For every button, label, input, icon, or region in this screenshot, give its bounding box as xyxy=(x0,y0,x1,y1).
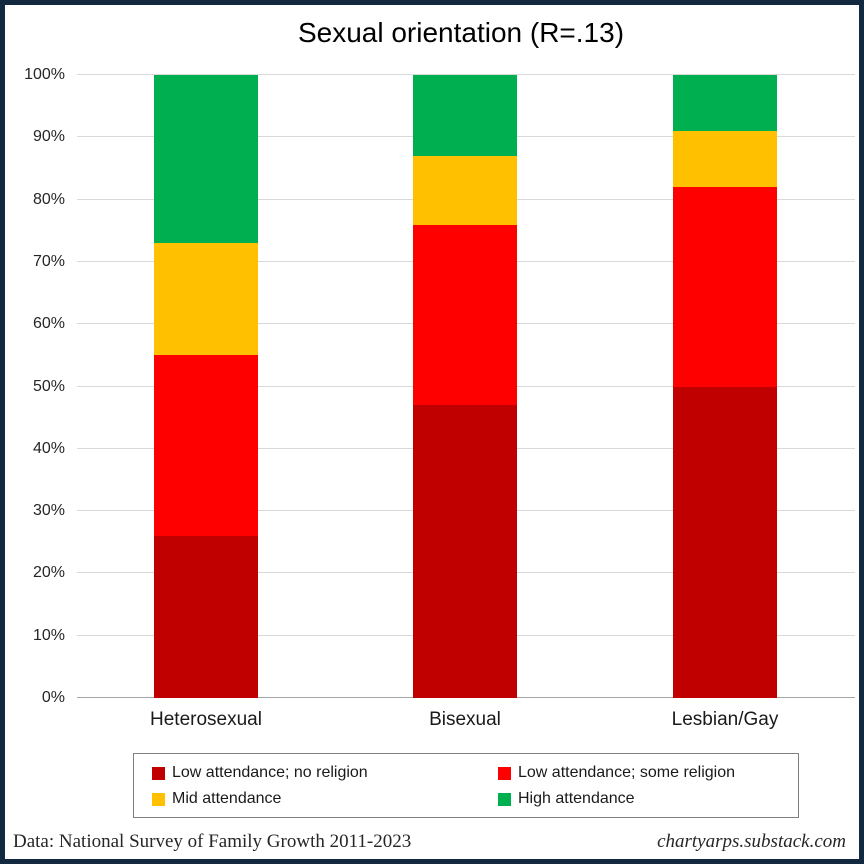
y-tick-label: 40% xyxy=(32,439,65,457)
y-tick-label: 20% xyxy=(32,564,65,582)
x-category-label: Bisexual xyxy=(429,709,501,730)
legend-label: Low attendance; no religion xyxy=(172,764,368,781)
y-tick-label: 90% xyxy=(32,128,65,146)
site-credit: chartyarps.substack.com xyxy=(657,831,846,852)
legend-swatch-icon xyxy=(498,766,511,780)
x-category-label: Heterosexual xyxy=(150,709,262,730)
data-source-label: Data: National Survey of Family Growth 2… xyxy=(13,831,412,852)
bar-segment xyxy=(413,405,517,698)
y-axis: 0% 10% 20% 30% 40% 50% 60% 70% 80% 90% 100% xyxy=(5,67,65,706)
y-tick-label: 80% xyxy=(32,190,65,208)
plot-area xyxy=(77,74,855,698)
bar-segment xyxy=(673,131,777,188)
bar-segment xyxy=(154,536,258,698)
bar-segment xyxy=(413,224,517,406)
y-tick-label: 30% xyxy=(32,502,65,520)
bar-lesbian-gay xyxy=(673,75,777,698)
bar-segment xyxy=(154,243,258,356)
y-tick-label: 0% xyxy=(41,689,65,706)
legend-label: High attendance xyxy=(518,790,635,807)
legend-label: Mid attendance xyxy=(172,790,282,807)
x-axis: Heterosexual Bisexual Lesbian/Gay xyxy=(77,709,855,739)
gridline-100pct xyxy=(77,74,855,75)
chart-title: Sexual orientation (R=.13) xyxy=(297,17,625,48)
legend-item: Low attendance; some religion xyxy=(498,763,798,783)
y-tick-label: 70% xyxy=(32,252,65,270)
y-tick-label: 60% xyxy=(32,315,65,333)
bar-segment xyxy=(154,355,258,537)
bar-segment xyxy=(673,75,777,132)
legend-item: Low attendance; no religion xyxy=(152,763,498,783)
y-tick-label: 10% xyxy=(32,626,65,644)
bar-segment xyxy=(154,75,258,244)
y-tick-label: 50% xyxy=(32,377,65,395)
legend-item: Mid attendance xyxy=(152,789,498,809)
x-category-label: Lesbian/Gay xyxy=(671,709,779,730)
bar-segment xyxy=(413,156,517,225)
legend: Low attendance; no religion Low attendanc… xyxy=(133,753,799,818)
y-tick-label: 100% xyxy=(24,66,65,83)
legend-item: High attendance xyxy=(498,789,798,809)
legend-swatch-icon xyxy=(152,766,165,780)
bar-segment xyxy=(413,75,517,157)
bar-heterosexual xyxy=(154,75,258,698)
legend-label: Low attendance; some religion xyxy=(518,764,736,781)
legend-swatch-icon xyxy=(498,792,511,806)
footer: Data: National Survey of Family Growth 2… xyxy=(13,831,846,853)
bar-segment xyxy=(673,187,777,387)
legend-swatch-icon xyxy=(152,792,165,806)
bar-segment xyxy=(673,386,777,698)
bar-bisexual xyxy=(413,75,517,698)
